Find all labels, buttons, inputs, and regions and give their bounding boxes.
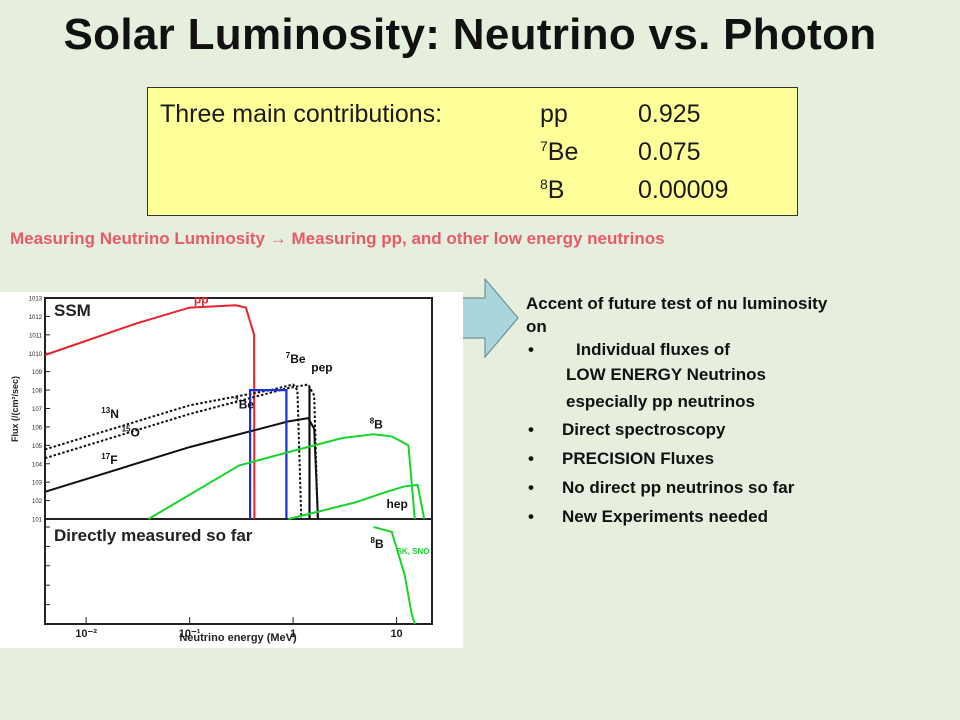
intro-line-1: Accent of future test of nu luminosity: [526, 294, 828, 313]
label-7be: 7Be: [234, 397, 254, 412]
y-tick-label: 107: [32, 407, 43, 413]
y-axis-label: Flux (/(cm²/sec): [10, 376, 20, 442]
contributions-label: Three main contributions:: [160, 100, 443, 128]
isotope-be7: 7Be: [540, 138, 579, 166]
bullet-item-2: • Direct spectroscopy: [526, 415, 956, 444]
bullet-text-1: Individual fluxes of: [576, 340, 730, 359]
series-pp: [44, 304, 256, 520]
bullet-item-1: • Individual fluxes of: [526, 338, 956, 361]
bullet-item-3: • PRECISION Fluxes: [526, 444, 956, 473]
y-tick-label: 1012: [29, 315, 43, 321]
label-13n: 13N: [101, 406, 119, 421]
series-measured-8b: [373, 526, 416, 625]
x-tick-label: 10⁻²: [75, 628, 97, 640]
x-tick-label: 10⁻¹: [179, 628, 201, 640]
isotope-pp: pp: [540, 100, 568, 128]
label-measured-8b: 8B: [371, 536, 384, 551]
label-sk-sno: SK, SNO: [397, 547, 430, 556]
label-7be: 7Be: [286, 351, 306, 366]
y-tick-label: 1011: [29, 333, 43, 339]
x-tick-label: 10: [390, 628, 402, 640]
series-13n: [44, 383, 303, 520]
bullet-item-5: • New Experiments needed: [526, 502, 956, 531]
y-tick-label: 1013: [29, 297, 43, 303]
bottom-panel-frame: [44, 518, 433, 625]
series-15o: [44, 383, 319, 520]
label-pep: pep: [311, 361, 332, 375]
isotope-b8: 8B: [540, 176, 565, 204]
bullet-text-2: Direct spectroscopy: [562, 420, 726, 439]
bullet-dot: •: [528, 507, 534, 526]
x-axis-label: Neutrino energy (MeV): [179, 632, 297, 644]
bullet-sub-2: especially pp neutrinos: [566, 392, 755, 411]
bullet-text-5: New Experiments needed: [562, 507, 768, 526]
label-pp: pp: [194, 293, 209, 307]
right-arrow-icon: →: [269, 229, 287, 248]
bullet-dot: •: [528, 340, 534, 359]
label-hep: hep: [387, 497, 408, 511]
bullet-dot: •: [528, 449, 534, 468]
bullet-item-4: • No direct pp neutrinos so far: [526, 473, 956, 502]
bullet-text-3: PRECISION Fluxes: [562, 449, 715, 468]
y-tick-label: 103: [32, 481, 43, 487]
series-8b: [147, 433, 416, 520]
bottom-panel-title: Directly measured so far: [54, 526, 253, 545]
contributions-box: Three main contributions: pp 0.925 7Be 0…: [147, 87, 798, 216]
bullet-list: Accent of future test of nu luminosity o…: [526, 292, 956, 531]
flux-chart-svg: Flux (/(cm²/sec) Neutrino energy (MeV) S…: [10, 293, 433, 644]
label-17f: 17F: [101, 452, 117, 467]
intro-line-2: on: [526, 317, 547, 336]
value-pp: 0.925: [638, 100, 701, 128]
label-8b: 8B: [370, 417, 383, 432]
y-tick-label: 1010: [29, 352, 43, 358]
label-15o: 15O: [122, 425, 140, 440]
bullet-dot: •: [528, 478, 534, 497]
series-7be: [249, 388, 288, 519]
y-tick-label: 106: [32, 425, 43, 431]
bullet-text-4: No direct pp neutrinos so far: [562, 478, 795, 497]
y-tick-label: 102: [32, 499, 43, 505]
measuring-statement: Measuring Neutrino Luminosity → Measurin…: [10, 229, 665, 249]
measuring-right: Measuring pp, and other low energy neutr…: [291, 229, 665, 248]
neutrino-flux-chart: Flux (/(cm²/sec) Neutrino energy (MeV) S…: [0, 292, 463, 648]
series-hep: [288, 483, 426, 520]
y-tick-label: 105: [32, 444, 43, 450]
y-tick-label: 101: [32, 518, 43, 524]
bullet-dot: •: [528, 420, 534, 439]
top-panel-title: SSM: [54, 301, 91, 320]
x-tick-label: 1: [290, 628, 296, 640]
y-tick-label: 109: [32, 370, 43, 376]
bullet-sub-1: LOW ENERGY Neutrinos: [566, 365, 766, 384]
value-b8: 0.00009: [638, 176, 729, 204]
pointer-arrow-icon: [461, 278, 519, 358]
slide-title: Solar Luminosity: Neutrino vs. Photon: [63, 10, 877, 59]
measuring-left: Measuring Neutrino Luminosity: [10, 229, 266, 248]
y-tick-label: 108: [32, 389, 43, 395]
y-tick-label: 104: [32, 462, 43, 468]
value-be7: 0.075: [638, 138, 701, 166]
series-17f: [44, 416, 319, 520]
